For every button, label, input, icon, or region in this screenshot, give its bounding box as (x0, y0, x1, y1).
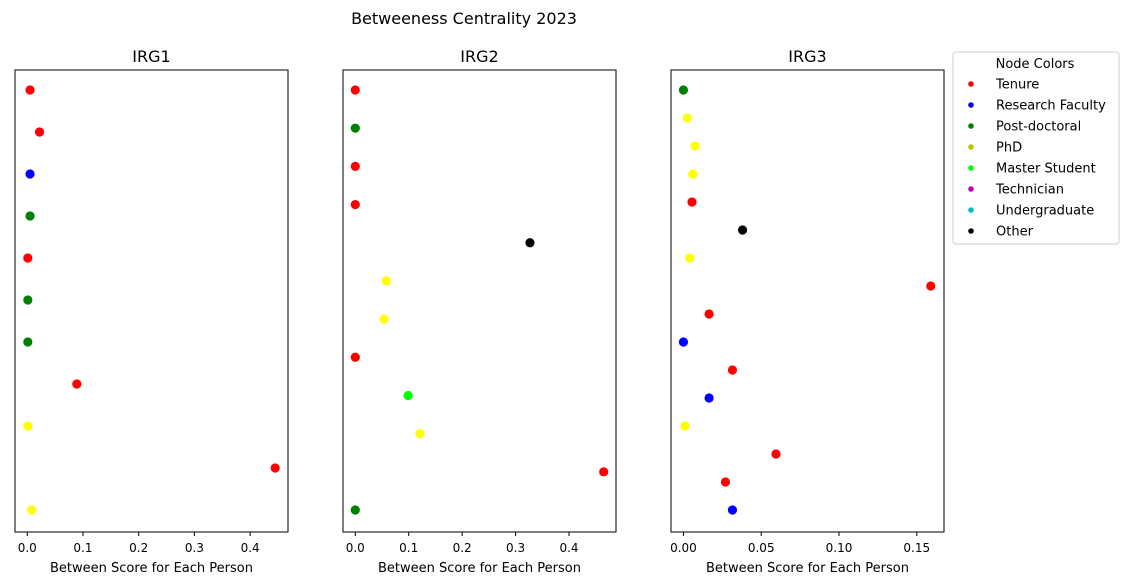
x-tick-label: 0.10 (826, 541, 853, 555)
data-point (680, 421, 690, 431)
data-point (23, 253, 33, 263)
x-tick-label: 0.3 (185, 541, 204, 555)
legend-entry: Technician (968, 183, 1064, 198)
data-point (25, 211, 35, 221)
subplots: IRG1 0.0 0.1 0.2 0.3 0.4 Between Score for Eac… (14, 47, 945, 576)
data-point (525, 238, 535, 248)
data-point (682, 113, 692, 123)
legend-marker (968, 123, 974, 129)
data-point (350, 352, 360, 362)
x-tick-label: 0.3 (506, 541, 525, 555)
data-point (23, 421, 33, 431)
x-tick-label: 0.4 (241, 541, 260, 555)
data-point (27, 505, 37, 515)
subplot-1: IRG1 0.0 0.1 0.2 0.3 0.4 Between Score for Eac… (14, 47, 289, 576)
axes-frame (342, 69, 617, 533)
subplot-2: IRG2 0.0 0.1 0.2 0.3 0.4 Between Score for Eac… (342, 47, 617, 576)
legend-title: Node Colors (996, 57, 1075, 72)
legend-marker (968, 228, 974, 234)
legend-entry: Master Student (968, 162, 1096, 177)
x-tick-label: 0.0 (18, 541, 37, 555)
x-tick-label: 0.4 (559, 541, 578, 555)
data-point (270, 463, 280, 473)
subplot-title: IRG2 (460, 47, 498, 66)
data-point (720, 477, 731, 487)
data-point (737, 225, 748, 235)
legend-entries: Tenure Research Faculty Post-doctoral PhD Ma… (968, 78, 1106, 240)
legend-label: Undergraduate (996, 204, 1094, 219)
data-point (379, 314, 389, 324)
legend-label: Tenure (995, 78, 1039, 93)
legend-entry: Other (968, 225, 1034, 240)
legend: Node Colors Tenure Research Faculty Post-d… (952, 51, 1120, 245)
data-point (704, 393, 714, 403)
data-point (599, 467, 609, 477)
legend-marker (968, 144, 974, 150)
data-point (381, 276, 391, 286)
data-point (34, 127, 45, 137)
legend-marker (968, 102, 974, 108)
x-tick-label: 0.1 (399, 541, 418, 555)
x-tick-label: 0.2 (453, 541, 472, 555)
legend-entry: Research Faculty (968, 99, 1106, 114)
data-point (23, 295, 33, 305)
legend-marker (968, 207, 974, 213)
data-point (23, 337, 33, 347)
data-point (678, 85, 689, 95)
x-tick-label: 0.0 (346, 541, 365, 555)
legend-entry: PhD (968, 141, 1022, 156)
data-point (690, 141, 700, 151)
data-point (72, 379, 82, 389)
x-axis-label: Between Score for Each Person (50, 561, 253, 576)
data-point (687, 197, 697, 207)
data-point (25, 169, 35, 179)
data-point (685, 253, 695, 263)
x-tick-label: 0.00 (670, 541, 697, 555)
subplot-title: IRG1 (132, 47, 170, 66)
data-point (727, 505, 738, 515)
x-axis-label: Between Score for Each Person (378, 561, 581, 576)
legend-marker (968, 81, 974, 87)
legend-label: Master Student (996, 162, 1096, 177)
data-point (704, 309, 714, 319)
data-point (771, 449, 781, 459)
subplot-title: IRG3 (788, 47, 826, 66)
subplot-3: IRG3 0.00 0.05 0.10 0.15 Between Score for Ea… (670, 47, 945, 576)
data-point (415, 429, 425, 439)
data-point (350, 161, 360, 171)
legend-label: Technician (995, 183, 1064, 198)
legend-entry: Post-doctoral (968, 120, 1081, 135)
x-tick-label: 0.1 (73, 541, 92, 555)
legend-label: Other (996, 225, 1034, 240)
x-axis-label: Between Score for Each Person (706, 561, 909, 576)
data-point (350, 123, 360, 133)
data-point (350, 199, 360, 210)
legend-label: PhD (996, 141, 1022, 156)
data-point (688, 169, 698, 179)
data-point (25, 85, 35, 95)
legend-marker (968, 186, 974, 192)
x-tick-label: 0.05 (748, 541, 775, 555)
legend-frame (952, 51, 1120, 245)
legend-entry: Undergraduate (968, 204, 1094, 219)
axes-frame (670, 69, 945, 533)
x-tick-label: 0.2 (129, 541, 148, 555)
data-point (403, 390, 413, 401)
data-point (727, 365, 738, 375)
x-tick-label: 0.15 (903, 541, 930, 555)
legend-label: Research Faculty (996, 99, 1106, 114)
data-point (350, 505, 360, 515)
legend-marker (968, 165, 974, 171)
legend-label: Post-doctoral (996, 120, 1081, 135)
data-point (350, 85, 360, 95)
data-point (926, 281, 936, 291)
legend-entry: Tenure (968, 78, 1039, 93)
data-point (678, 337, 689, 347)
figure-title: Betweeness Centrality 2023 (351, 9, 577, 28)
axes-frame (14, 69, 289, 533)
